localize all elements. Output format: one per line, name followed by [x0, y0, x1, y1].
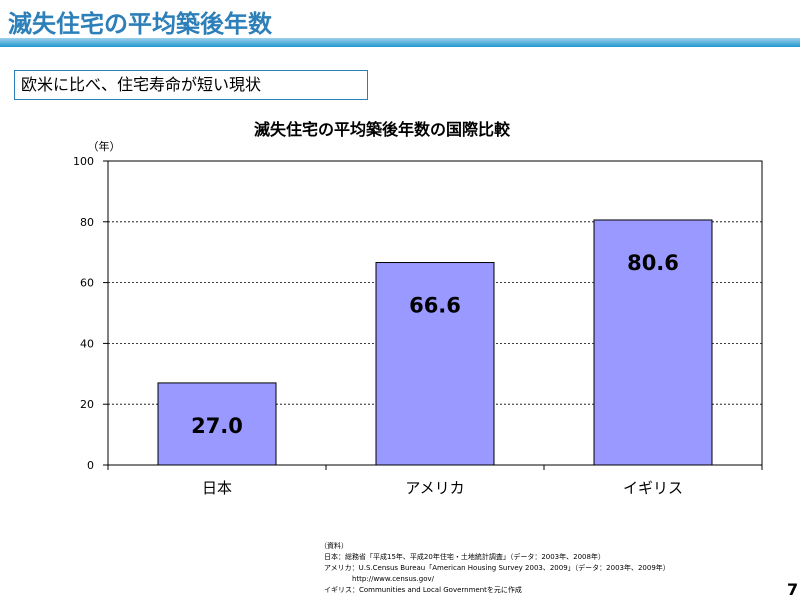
data-label-0: 27.0: [191, 414, 243, 438]
sources-header: （資料）: [320, 542, 348, 550]
bar-chart: 滅失住宅の平均築後年数の国際比較 （年） 0 20 40 60 80 100 27.0 日本 6…: [73, 120, 763, 497]
title-bar: [0, 38, 800, 47]
source-line-uk: イギリス：Communities and Local Governmentを元に…: [324, 586, 522, 594]
slide-title: 滅失住宅の平均築後年数: [8, 10, 272, 38]
bar-2: [593, 219, 713, 466]
y-tick-label: 40: [80, 337, 94, 350]
y-tick-label: 0: [87, 459, 94, 472]
source-line-url: http://www.census.gov/: [324, 575, 434, 583]
plot-area: 0 20 40 60 80 100 27.0 日本 66.6 アメリカ 80.6 イギリス: [73, 155, 763, 497]
bar-1: [375, 262, 495, 466]
source-line-japan: 日本：総務省「平成15年、平成20年住宅・土地統計調査」（データ：2003年、2…: [324, 553, 605, 561]
y-tick-label: 20: [80, 398, 94, 411]
bar-0: [157, 382, 277, 466]
x-tick-label-2: イギリス: [623, 479, 683, 497]
y-tick-label: 100: [73, 155, 94, 168]
data-label-1: 66.6: [409, 294, 461, 318]
x-tick-label-1: アメリカ: [405, 479, 464, 497]
x-tick-label-0: 日本: [202, 479, 232, 497]
y-tick-label: 60: [80, 277, 94, 290]
subtitle-box: 欧米に比べ、住宅寿命が短い現状: [14, 70, 368, 100]
y-axis-label: （年）: [88, 139, 121, 153]
source-line-usa: アメリカ：U.S.Census Bureau「American Housing …: [324, 564, 670, 572]
y-tick-label: 80: [80, 216, 94, 229]
page-number: 7: [787, 580, 799, 599]
chart-title: 滅失住宅の平均築後年数の国際比較: [254, 120, 511, 139]
sources-note: （資料） 日本：総務省「平成15年、平成20年住宅・土地統計調査」（データ：20…: [320, 541, 670, 596]
data-label-2: 80.6: [627, 251, 679, 275]
